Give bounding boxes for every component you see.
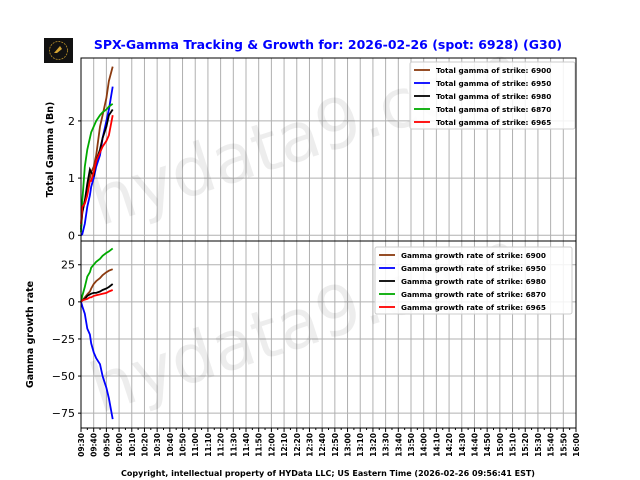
footer-text: Copyright, intellectual property of HYDa… <box>121 469 535 478</box>
legend-entry: Gamma growth rate of strike: 6950 <box>401 264 546 273</box>
x-tick-label: 10:40 <box>166 433 175 457</box>
legend-entry: Gamma growth rate of strike: 6980 <box>401 277 546 286</box>
x-tick-label: 10:00 <box>115 433 124 457</box>
legend-entry: Gamma growth rate of strike: 6870 <box>401 290 546 299</box>
x-tick-label: 12:00 <box>267 433 276 457</box>
series-line-1 <box>80 301 114 420</box>
legend-entry: Gamma growth rate of strike: 6900 <box>401 251 546 260</box>
y-tick-label: 0 <box>68 296 75 309</box>
x-tick-label: 12:50 <box>331 433 340 457</box>
x-tick-label: 09:30 <box>77 433 86 457</box>
y-tick-label: −75 <box>52 407 75 420</box>
x-tick-label: 11:10 <box>204 433 213 457</box>
x-tick-label: 14:40 <box>470 433 479 457</box>
series-line-4 <box>80 115 114 224</box>
x-tick-label: 10:50 <box>179 433 188 457</box>
legend-entry: Total gamma of strike: 6980 <box>436 92 551 101</box>
x-tick-label: 11:30 <box>229 433 238 457</box>
x-tick-label: 10:20 <box>140 433 149 457</box>
series-line-4 <box>80 289 114 303</box>
series-line-3 <box>80 247 114 302</box>
x-tick-label: 10:30 <box>153 433 162 457</box>
y-tick-label: 1 <box>68 172 75 185</box>
x-tick-label: 15:20 <box>521 433 530 457</box>
x-tick-label: 11:50 <box>255 433 264 457</box>
x-tick-label: 12:20 <box>293 433 302 457</box>
x-tick-label: 13:10 <box>356 433 365 457</box>
x-tick-label: 16:00 <box>572 433 581 457</box>
x-tick-label: 12:10 <box>280 433 289 457</box>
legend: Total gamma of strike: 6900 Total gamma o… <box>409 61 576 130</box>
x-tick-label: 10:10 <box>128 433 137 457</box>
legend-entry: Total gamma of strike: 6900 <box>436 66 551 75</box>
watermark: hydata9.com <box>81 29 530 242</box>
legend-entry: Total gamma of strike: 6965 <box>436 118 551 127</box>
x-tick-label: 14:50 <box>483 433 492 457</box>
series-line-1 <box>80 86 114 236</box>
legend-box <box>374 246 573 315</box>
x-tick-label: 11:20 <box>217 433 226 457</box>
y-tick-label: −50 <box>52 370 75 383</box>
subplot-1: 0 1 2 hydata9.com Total Gamma (Bn) Total gamm… <box>45 29 577 242</box>
y-axis-label: Total Gamma (Bn) <box>45 102 56 198</box>
x-tick-label: 14:10 <box>432 433 441 457</box>
y-tick-label: −25 <box>52 333 75 346</box>
y-tick-label: 0 <box>68 229 75 242</box>
x-tick-label: 11:00 <box>191 433 200 457</box>
x-tick-label: 12:40 <box>318 433 327 457</box>
y-axis-label: Gamma growth rate <box>25 281 36 388</box>
x-tick-label: 11:40 <box>242 433 251 457</box>
x-tick-label: 09:40 <box>90 433 99 457</box>
legend-entry: Gamma growth rate of strike: 6965 <box>401 303 546 312</box>
x-tick-label: 15:40 <box>547 433 556 457</box>
x-tick-label: 13:00 <box>344 433 353 457</box>
x-tick-label: 13:50 <box>407 433 416 457</box>
legend: Gamma growth rate of strike: 6900 Gamma g… <box>374 246 573 315</box>
x-tick-label: 15:00 <box>496 433 505 457</box>
x-tick-label: 09:50 <box>102 433 111 457</box>
x-tick-label: 15:10 <box>509 433 518 457</box>
x-tick-label: 13:30 <box>382 433 391 457</box>
y-tick-label: 25 <box>61 259 75 272</box>
x-tick-label: 14:30 <box>458 433 467 457</box>
x-tick-label: 15:50 <box>559 433 568 457</box>
series-line-0 <box>80 268 114 303</box>
y-tick-label: 2 <box>68 115 75 128</box>
series-line-3 <box>80 103 114 233</box>
legend-box <box>409 61 576 130</box>
legend-entry: Total gamma of strike: 6950 <box>436 79 551 88</box>
x-tick-label: 12:30 <box>305 433 314 457</box>
legend-entry: Total gamma of strike: 6870 <box>436 105 551 114</box>
x-tick-label: 13:20 <box>369 433 378 457</box>
chart-title: SPX-Gamma Tracking & Growth for: 2026-02… <box>94 37 562 52</box>
x-tick-label: 15:30 <box>534 433 543 457</box>
x-tick-label: 14:00 <box>420 433 429 457</box>
x-tick-label: 13:40 <box>394 433 403 457</box>
x-tick-label: 14:20 <box>445 433 454 457</box>
logo <box>44 38 73 63</box>
